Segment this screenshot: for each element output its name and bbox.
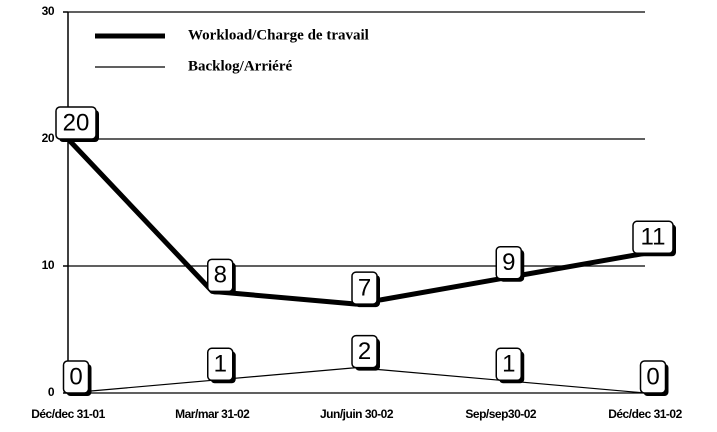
x-tick-label: Jun/juin 30-02 xyxy=(320,407,394,421)
data-label: 0 xyxy=(646,363,659,390)
label-box xyxy=(495,347,522,382)
data-label: 0 xyxy=(69,363,82,390)
label-box xyxy=(55,106,97,140)
data-label: 20 xyxy=(63,109,90,136)
label-box xyxy=(632,220,674,255)
y-tick-label: 10 xyxy=(42,258,55,272)
x-tick-label: Sep/sep30-02 xyxy=(465,407,537,421)
x-tick-label: Déc/dec 31-02 xyxy=(608,407,682,421)
legend-label: Workload/Charge de travail xyxy=(188,27,369,43)
y-tick-label: 20 xyxy=(42,131,55,145)
data-label: 1 xyxy=(502,351,515,378)
label-box xyxy=(495,245,522,280)
data-label: 9 xyxy=(502,249,515,276)
y-tick-label: 0 xyxy=(48,385,55,399)
label-box xyxy=(62,360,90,394)
label-box xyxy=(351,271,378,305)
label-box xyxy=(639,360,667,394)
data-label: 8 xyxy=(214,262,227,289)
legend-label: Backlog/Arriéré xyxy=(188,58,292,74)
y-tick-label: 30 xyxy=(42,4,55,18)
x-tick-label: Mar/mar 31-02 xyxy=(175,407,250,421)
x-tick-label: Déc/dec 31-01 xyxy=(31,407,105,421)
data-label: 11 xyxy=(641,224,666,251)
label-box xyxy=(351,334,378,369)
series-line xyxy=(67,367,646,394)
data-label: 2 xyxy=(358,338,371,365)
data-label: 1 xyxy=(214,351,227,378)
label-box xyxy=(207,258,234,293)
data-label: 7 xyxy=(358,274,371,301)
label-box xyxy=(207,347,234,382)
